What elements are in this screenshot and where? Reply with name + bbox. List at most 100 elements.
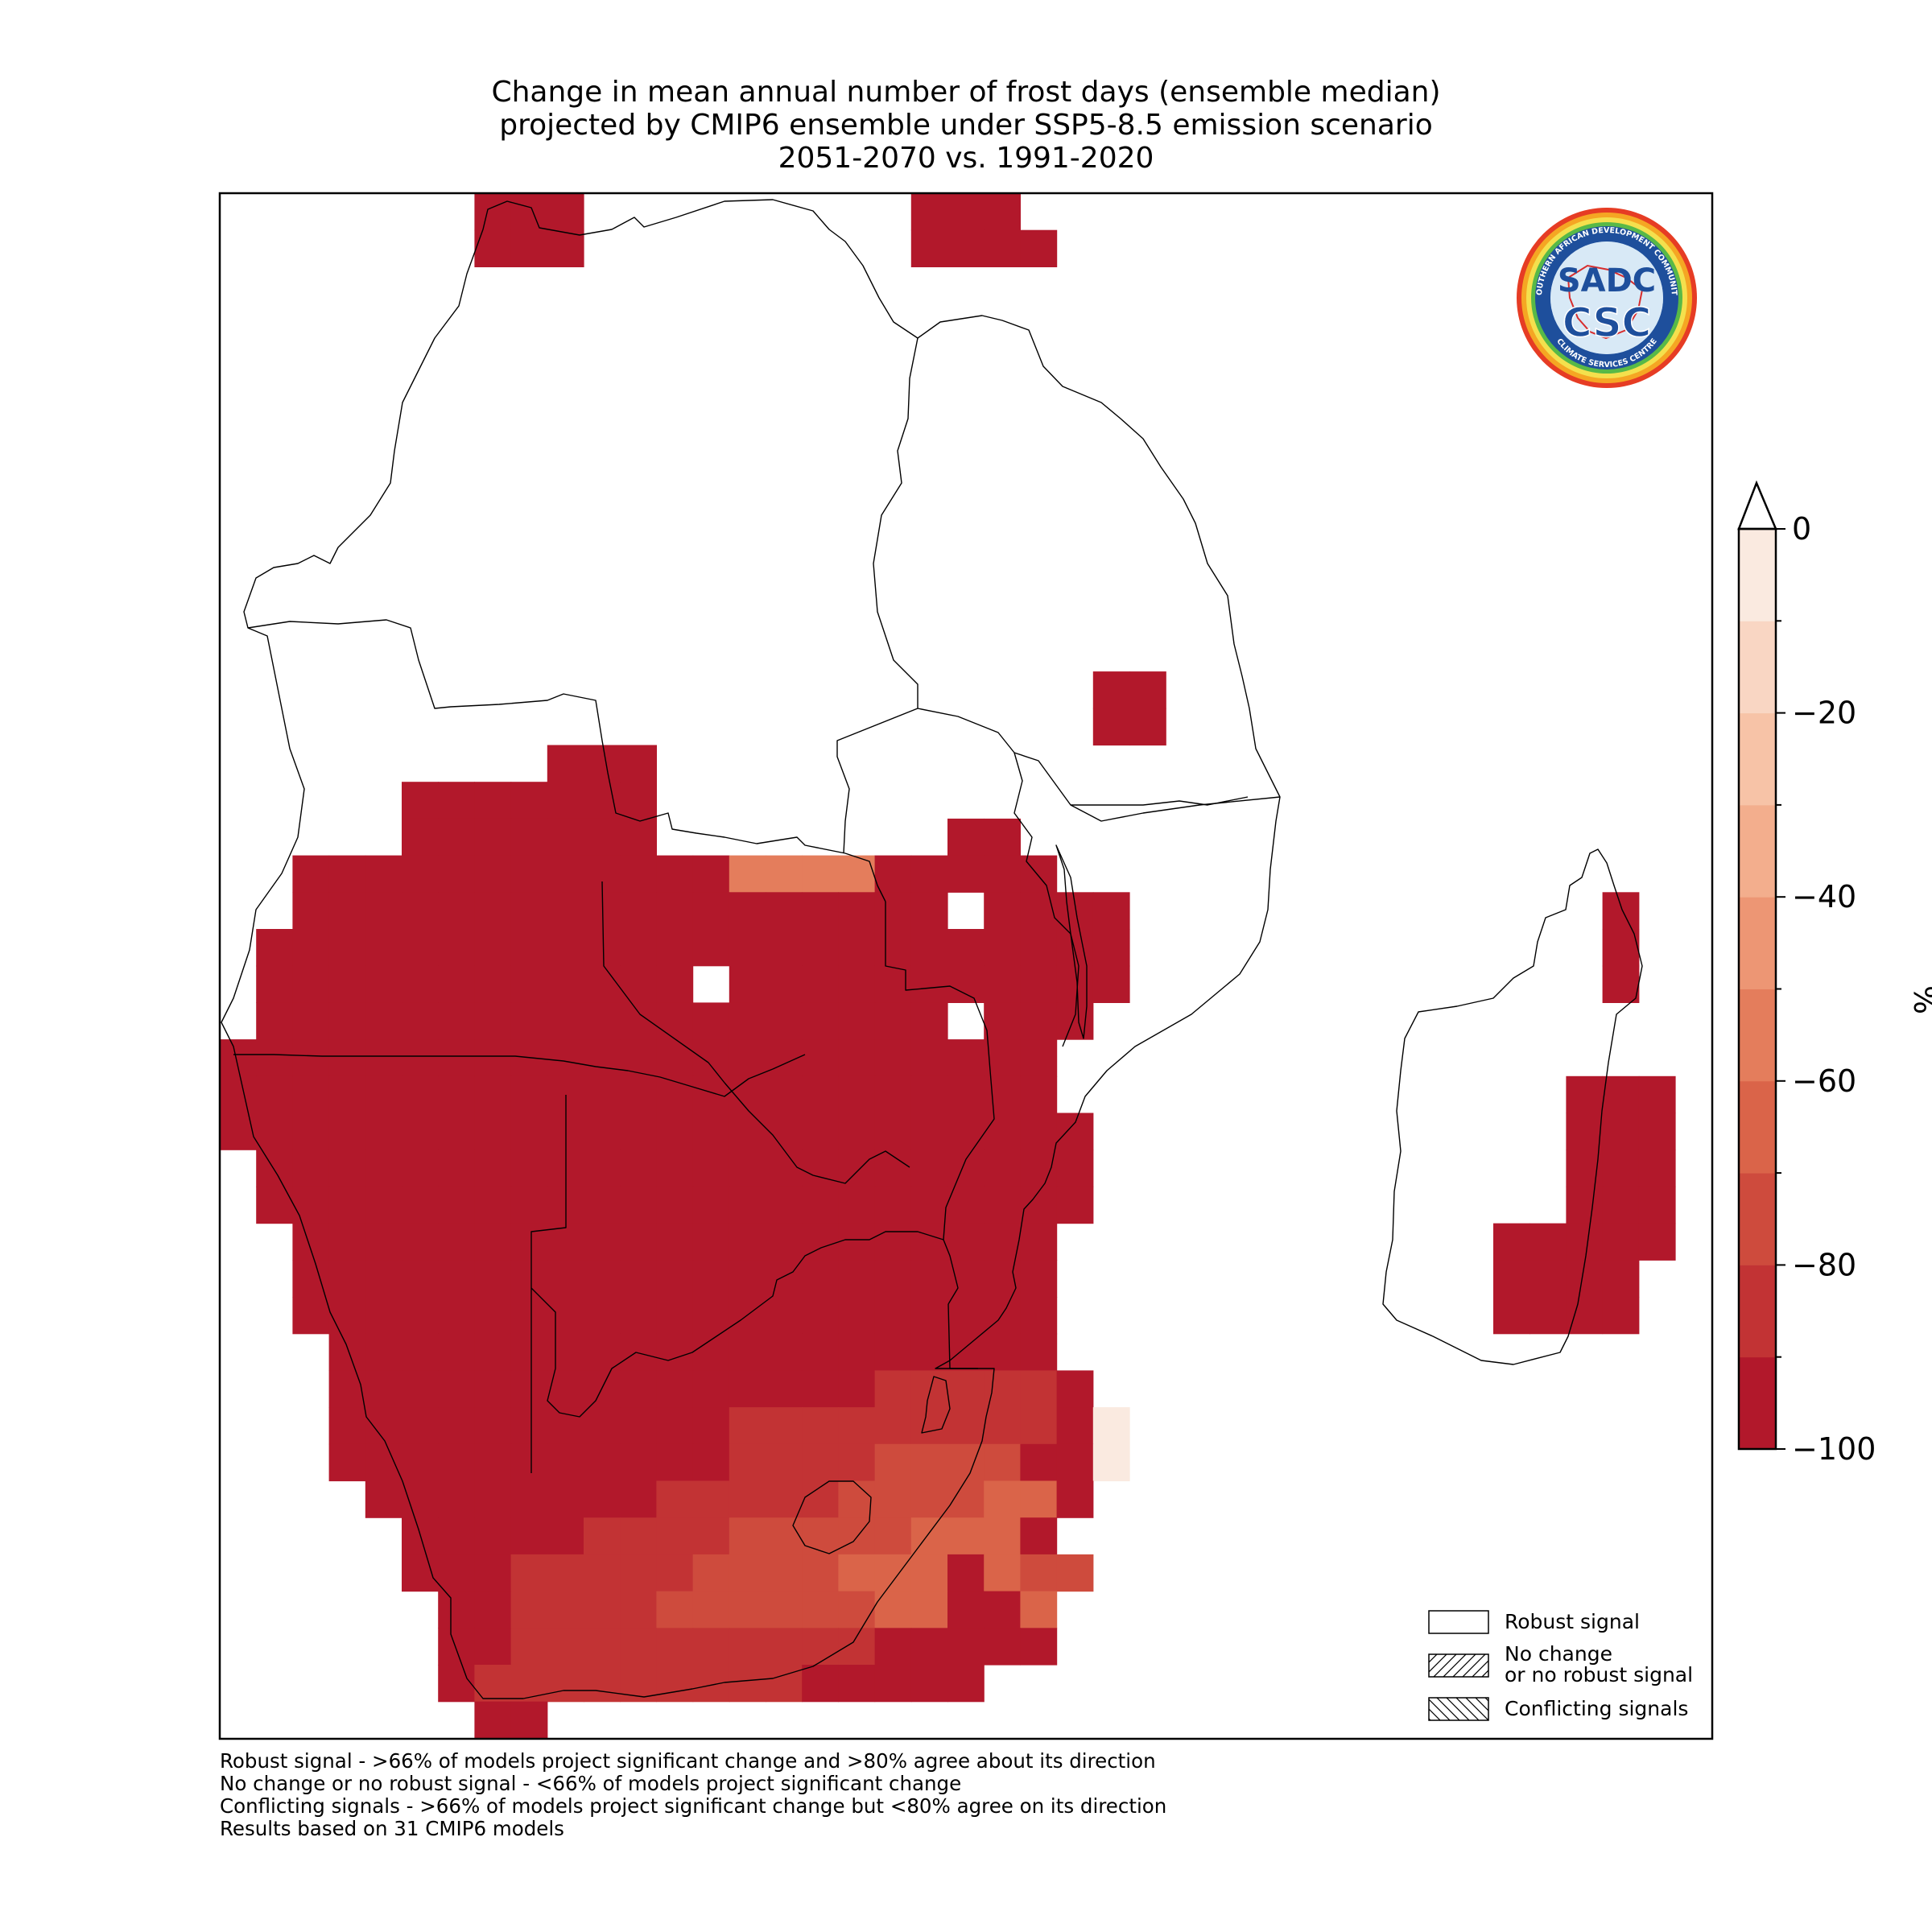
- heatmap-cell: [1020, 1075, 1058, 1114]
- heatmap-cell: [438, 1554, 475, 1592]
- heatmap-cell: [1020, 1517, 1058, 1555]
- colorbar-tick-label: 0: [1792, 511, 1811, 547]
- heatmap-cell: [910, 1075, 948, 1114]
- heatmap-cell: [766, 1407, 803, 1445]
- heatmap-cell: [584, 1407, 621, 1445]
- heatmap-cell: [692, 1480, 730, 1518]
- heatmap-cell: [656, 1333, 694, 1371]
- heatmap-cell: [1020, 1260, 1058, 1298]
- heatmap-cell: [838, 1186, 876, 1224]
- heatmap-cell: [402, 1002, 439, 1040]
- heatmap-cell: [547, 1665, 584, 1703]
- heatmap-cell: [910, 1370, 948, 1408]
- heatmap-cell: [802, 1297, 839, 1335]
- heatmap-cell: [547, 892, 584, 930]
- heatmap-cell: [292, 1002, 330, 1040]
- heatmap-cell: [1566, 1075, 1604, 1114]
- heatmap-cell: [656, 1665, 694, 1703]
- heatmap-cell: [292, 1113, 330, 1150]
- heatmap-cell: [620, 892, 657, 930]
- heatmap-cell: [838, 1370, 876, 1408]
- heatmap-cell: [365, 929, 402, 967]
- heatmap-cell: [620, 1591, 657, 1629]
- colorbar-tick-label: −80: [1792, 1247, 1856, 1282]
- heatmap-cell: [438, 929, 475, 967]
- heatmap-cell: [692, 1443, 730, 1482]
- heatmap-cell: [1530, 1223, 1567, 1261]
- heatmap-cells: [220, 193, 1676, 1739]
- heatmap-cell: [620, 1186, 657, 1224]
- heatmap-cell: [766, 1333, 803, 1371]
- heatmap-cell: [692, 1002, 730, 1040]
- heatmap-cell: [1638, 1075, 1676, 1114]
- heatmap-cell: [729, 1665, 766, 1703]
- border-zambia-zimbabwe: [724, 1082, 910, 1184]
- heatmap-cell: [620, 745, 657, 782]
- heatmap-cell: [874, 1260, 912, 1298]
- heatmap-cell: [584, 1665, 621, 1703]
- heatmap-cell: [1092, 671, 1130, 709]
- heatmap-cell: [438, 1297, 475, 1335]
- heatmap-cell: [474, 1039, 512, 1077]
- heatmap-cell: [510, 855, 548, 893]
- heatmap-cell: [656, 1407, 694, 1445]
- heatmap-cell: [802, 1591, 839, 1629]
- heatmap-cell: [656, 1186, 694, 1224]
- heatmap-cell: [365, 1260, 402, 1298]
- colorbar-segment: [1739, 989, 1776, 1082]
- heatmap-cell: [620, 782, 657, 819]
- heatmap-cell: [838, 1150, 876, 1187]
- heatmap-cell: [656, 1591, 694, 1629]
- heatmap-cell: [256, 1002, 293, 1040]
- heatmap-cell: [474, 1628, 512, 1666]
- border-tanzania-zambia: [917, 708, 1281, 822]
- heatmap-cell: [1020, 1113, 1058, 1150]
- heatmap-cell: [547, 1407, 584, 1445]
- heatmap-cell: [584, 1260, 621, 1298]
- footnote-no-change: No change or no robust signal - <66% of …: [220, 1772, 962, 1795]
- heatmap-cell: [365, 1039, 402, 1077]
- heatmap-cell: [584, 1554, 621, 1592]
- heatmap-cell: [328, 1002, 366, 1040]
- heatmap-cell: [766, 965, 803, 1003]
- heatmap-cell: [984, 229, 1021, 267]
- border-drc-angola: [247, 619, 886, 902]
- heatmap-cell: [584, 1591, 621, 1629]
- heatmap-cell: [474, 193, 512, 231]
- heatmap-cell: [802, 1443, 839, 1482]
- heatmap-cell: [766, 1554, 803, 1592]
- heatmap-cell: [510, 782, 548, 819]
- title-line-3: 2051-2070 vs. 1991-2020: [778, 142, 1154, 175]
- heatmap-cell: [802, 1260, 839, 1298]
- heatmap-cell: [984, 1223, 1021, 1261]
- heatmap-cell: [874, 1554, 912, 1592]
- heatmap-cell: [365, 892, 402, 930]
- colorbar-segment: [1739, 1080, 1776, 1174]
- heatmap-cell: [510, 965, 548, 1003]
- heatmap-cell: [984, 929, 1021, 967]
- heatmap-cell: [838, 1002, 876, 1040]
- heatmap-cell: [656, 1443, 694, 1482]
- heatmap-cell: [802, 1333, 839, 1371]
- heatmap-cell: [874, 1665, 912, 1703]
- heatmap-cell: [984, 1113, 1021, 1150]
- heatmap-cell: [910, 1223, 948, 1261]
- heatmap-cell: [984, 1480, 1021, 1518]
- heatmap-cell: [438, 1113, 475, 1150]
- heatmap-cell: [510, 1591, 548, 1629]
- heatmap-cell: [620, 1370, 657, 1408]
- heatmap-cell: [692, 892, 730, 930]
- heatmap-cell: [838, 1407, 876, 1445]
- heatmap-cell: [947, 1333, 985, 1371]
- heatmap-cell: [838, 1480, 876, 1518]
- heatmap-cell: [984, 965, 1021, 1003]
- heatmap-cell: [802, 1407, 839, 1445]
- heatmap-cell: [656, 1260, 694, 1298]
- heatmap-cell: [802, 929, 839, 967]
- heatmap-cell: [328, 1075, 366, 1114]
- heatmap-cell: [292, 1075, 330, 1114]
- heatmap-cell: [1056, 1443, 1094, 1482]
- heatmap-cell: [984, 818, 1021, 857]
- heatmap-cell: [692, 1554, 730, 1592]
- heatmap-cell: [584, 1186, 621, 1224]
